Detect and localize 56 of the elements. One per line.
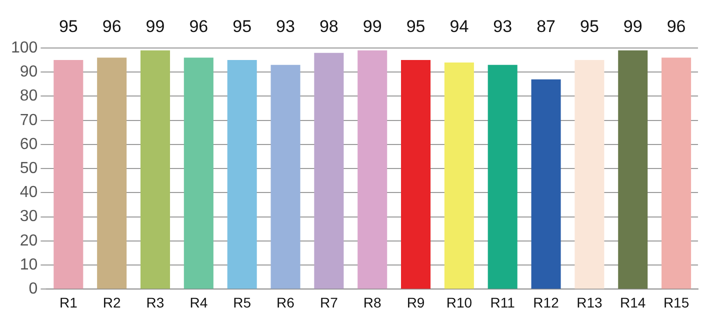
y-tick-label: 90 — [20, 64, 38, 81]
x-tick-label: R5 — [233, 294, 252, 310]
bar — [488, 64, 518, 289]
x-tick-label: R13 — [576, 294, 602, 310]
data-label: 95 — [406, 17, 426, 36]
x-tick-label: R9 — [406, 294, 425, 310]
y-tick-label: 10 — [20, 256, 38, 274]
data-label: 93 — [493, 17, 512, 36]
bar — [140, 50, 170, 289]
y-tick-label: 40 — [20, 184, 38, 202]
bar — [54, 60, 84, 289]
data-label: 93 — [276, 17, 295, 36]
x-tick-label: R1 — [59, 294, 78, 310]
bar — [358, 50, 388, 289]
bar — [314, 52, 344, 289]
x-tick-label: R7 — [320, 294, 338, 310]
bar — [97, 58, 127, 289]
bar — [531, 79, 561, 289]
bar — [444, 62, 474, 289]
bar — [574, 60, 604, 289]
x-tick-label: R3 — [146, 294, 164, 310]
data-label: 99 — [146, 17, 165, 36]
bar — [662, 58, 692, 289]
data-label: 95 — [58, 17, 78, 36]
data-label: 87 — [536, 17, 556, 36]
x-tick-label: R2 — [102, 294, 121, 310]
y-tick-label: 80 — [20, 88, 38, 105]
x-tick-label: R4 — [190, 294, 208, 310]
y-tick-label: 50 — [20, 160, 38, 178]
bar — [270, 64, 300, 289]
y-tick-label: 30 — [20, 208, 38, 226]
y-tick-label: 100 — [10, 39, 38, 56]
x-tick-label: R15 — [663, 294, 690, 310]
data-label: 95 — [580, 17, 599, 36]
data-label: 94 — [450, 17, 469, 36]
y-tick-label: 70 — [20, 112, 38, 129]
x-tick-label: R8 — [363, 294, 382, 310]
y-tick-label: 60 — [20, 136, 38, 153]
data-label: 99 — [362, 17, 382, 36]
data-label: 99 — [623, 17, 642, 36]
data-label: 96 — [189, 17, 208, 36]
data-label: 96 — [102, 17, 122, 36]
x-tick-label: R12 — [533, 294, 560, 310]
bar — [401, 60, 431, 289]
bar — [184, 58, 214, 289]
bar — [227, 60, 257, 289]
y-tick-label: 0 — [28, 280, 38, 298]
x-tick-label: R10 — [446, 294, 472, 310]
data-label: 96 — [666, 17, 686, 36]
x-tick-label: R6 — [276, 294, 295, 310]
data-label: 98 — [319, 17, 338, 36]
data-label: 95 — [232, 17, 252, 36]
bar — [618, 50, 648, 289]
x-tick-label: R14 — [620, 294, 646, 310]
x-tick-label: R11 — [490, 294, 516, 310]
y-tick-label: 20 — [20, 232, 38, 250]
